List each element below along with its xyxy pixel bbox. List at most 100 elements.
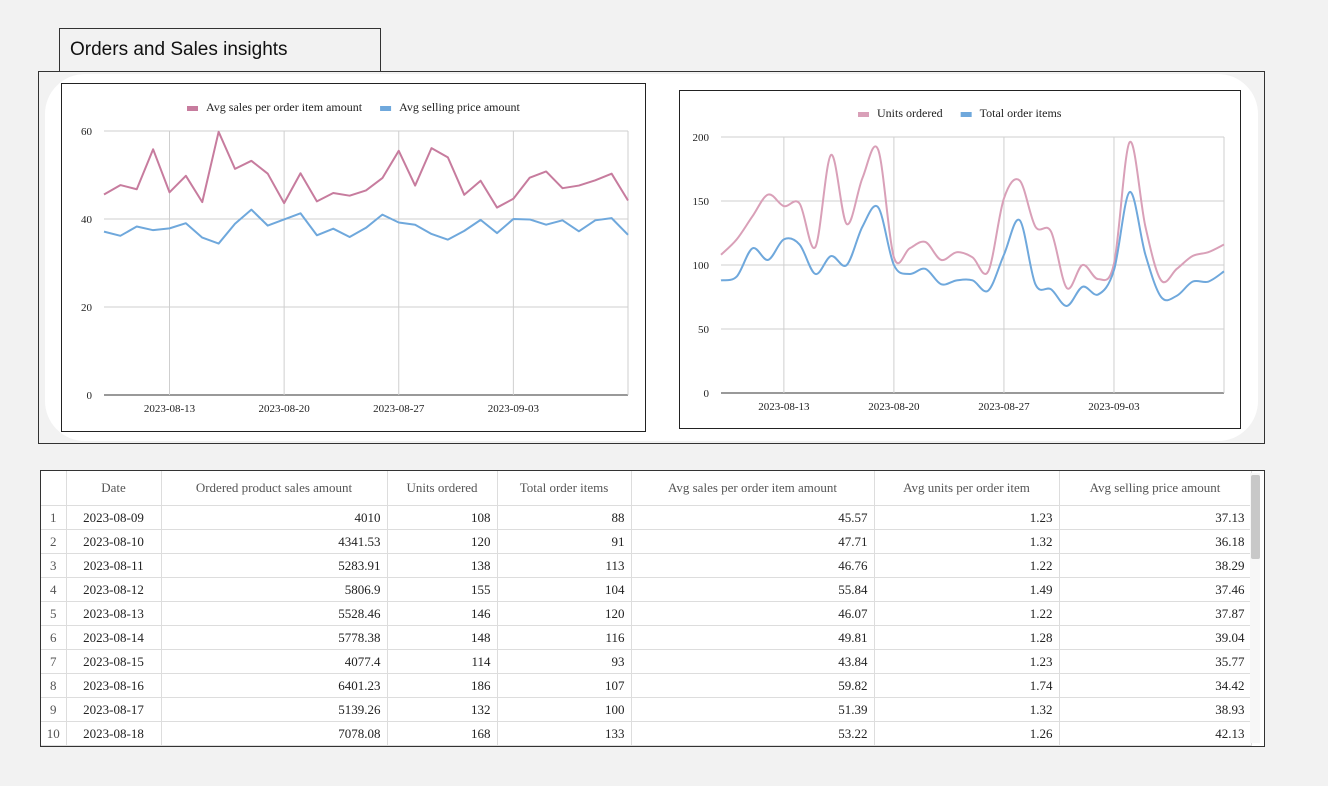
table-cell: 2023-08-09 — [66, 505, 162, 530]
legend-swatch — [858, 112, 869, 117]
table-cell: 1.32 — [874, 529, 1060, 554]
orders-data-table[interactable]: Date Ordered product sales amount Units … — [40, 470, 1265, 747]
table-cell: 116 — [497, 625, 632, 650]
table-header-row: Date Ordered product sales amount Units … — [41, 471, 1252, 506]
table-cell: 2023-08-10 — [66, 529, 162, 554]
y-tick-label: 20 — [81, 302, 93, 314]
y-tick-label: 60 — [81, 126, 93, 138]
table-cell: 6401.23 — [161, 673, 388, 698]
table-cell: 2023-08-15 — [66, 649, 162, 674]
row-index-cell: 3 — [41, 553, 67, 578]
table-row[interactable]: 9 2023-08-17 5139.26 132 100 51.39 1.32 38.93 — [41, 697, 1252, 722]
column-header[interactable]: Avg units per order item — [874, 471, 1060, 506]
table-cell: 53.22 — [631, 721, 875, 746]
table-row[interactable]: 5 2023-08-13 5528.46 146 120 46.07 1.22 37.87 — [41, 601, 1252, 626]
table-cell: 5139.26 — [161, 697, 388, 722]
row-index-cell: 1 — [41, 505, 67, 530]
table-row[interactable]: 6 2023-08-14 5778.38 148 116 49.81 1.28 39.04 — [41, 625, 1252, 650]
table-cell: 133 — [497, 721, 632, 746]
table-cell: 4077.4 — [161, 649, 388, 674]
table-cell: 113 — [497, 553, 632, 578]
y-tick-label: 40 — [81, 214, 93, 226]
table-cell: 7078.08 — [161, 721, 388, 746]
x-tick-label: 2023-09-03 — [488, 403, 540, 415]
table-cell: 104 — [497, 577, 632, 602]
row-index-cell: 5 — [41, 601, 67, 626]
table-scrollbar-track[interactable] — [1250, 473, 1260, 743]
table-cell: 132 — [387, 697, 498, 722]
table-cell: 45.57 — [631, 505, 875, 530]
x-tick-label: 2023-08-13 — [758, 401, 810, 413]
table-cell: 155 — [387, 577, 498, 602]
column-header[interactable]: Avg selling price amount — [1059, 471, 1252, 506]
table-cell: 5806.9 — [161, 577, 388, 602]
table-cell: 1.26 — [874, 721, 1060, 746]
table-row[interactable]: 10 2023-08-18 7078.08 168 133 53.22 1.26 42.13 — [41, 721, 1252, 746]
units-orders-line-chart[interactable]: 0 50 100 150 200 2023-08-13 2023-08-20 2023-08-… — [679, 90, 1241, 429]
dashboard-title-box: Orders and Sales insights — [59, 28, 381, 71]
column-header[interactable]: Avg sales per order item amount — [631, 471, 875, 506]
table-row[interactable]: 4 2023-08-12 5806.9 155 104 55.84 1.49 37.46 — [41, 577, 1252, 602]
table-cell: 2023-08-16 — [66, 673, 162, 698]
column-header[interactable]: Total order items — [497, 471, 632, 506]
table-cell: 148 — [387, 625, 498, 650]
table-cell: 43.84 — [631, 649, 875, 674]
table-cell: 1.74 — [874, 673, 1060, 698]
table-cell: 4341.53 — [161, 529, 388, 554]
table-scrollbar-thumb[interactable] — [1251, 475, 1260, 559]
column-header[interactable]: Ordered product sales amount — [161, 471, 388, 506]
table-row[interactable]: 1 2023-08-09 4010 108 88 45.57 1.23 37.13 — [41, 505, 1252, 530]
table-cell: 120 — [387, 529, 498, 554]
page-title: Orders and Sales insights — [70, 39, 288, 60]
table-row[interactable]: 2 2023-08-10 4341.53 120 91 47.71 1.32 36.18 — [41, 529, 1252, 554]
table-cell: 5283.91 — [161, 553, 388, 578]
column-header[interactable]: Date — [66, 471, 162, 506]
table-cell: 47.71 — [631, 529, 875, 554]
legend-swatch — [187, 106, 198, 111]
row-index-cell: 6 — [41, 625, 67, 650]
legend-label[interactable]: Avg selling price amount — [399, 100, 520, 114]
table-cell: 1.49 — [874, 577, 1060, 602]
table-cell: 2023-08-14 — [66, 625, 162, 650]
series-line[interactable] — [720, 191, 1225, 307]
series-line[interactable] — [103, 130, 629, 209]
legend-label[interactable]: Avg sales per order item amount — [206, 100, 363, 114]
table-cell: 55.84 — [631, 577, 875, 602]
row-index-cell: 2 — [41, 529, 67, 554]
table-row[interactable]: 3 2023-08-11 5283.91 138 113 46.76 1.22 38.29 — [41, 553, 1252, 578]
x-tick-label: 2023-08-13 — [144, 403, 196, 415]
series-line[interactable] — [103, 208, 629, 245]
table-cell: 120 — [497, 601, 632, 626]
table-cell: 5528.46 — [161, 601, 388, 626]
legend-label[interactable]: Units ordered — [877, 106, 943, 120]
row-index-cell: 10 — [41, 721, 67, 746]
table-cell: 2023-08-12 — [66, 577, 162, 602]
table-row[interactable]: 8 2023-08-16 6401.23 186 107 59.82 1.74 34.42 — [41, 673, 1252, 698]
table-cell: 36.18 — [1059, 529, 1252, 554]
table-cell: 138 — [387, 553, 498, 578]
table-cell: 5778.38 — [161, 625, 388, 650]
x-tick-label: 2023-08-27 — [373, 403, 425, 415]
table-cell: 1.23 — [874, 649, 1060, 674]
table-row[interactable]: 7 2023-08-15 4077.4 114 93 43.84 1.23 35.77 — [41, 649, 1252, 674]
row-index-cell: 4 — [41, 577, 67, 602]
table-cell: 1.23 — [874, 505, 1060, 530]
table-cell: 1.22 — [874, 553, 1060, 578]
sales-price-chart-svg: 0 20 40 60 2023-08-13 2023-08-20 2023-08-27 202… — [81, 100, 629, 415]
series-line[interactable] — [720, 141, 1225, 290]
y-tick-label: 150 — [693, 196, 710, 208]
table-cell: 2023-08-11 — [66, 553, 162, 578]
y-tick-label: 200 — [693, 132, 710, 144]
legend-label[interactable]: Total order items — [980, 106, 1062, 120]
sales-price-line-chart[interactable]: 0 20 40 60 2023-08-13 2023-08-20 2023-08-27 202… — [61, 83, 646, 432]
table-cell: 1.22 — [874, 601, 1060, 626]
table-cell: 2023-08-13 — [66, 601, 162, 626]
table-cell: 100 — [497, 697, 632, 722]
row-index-header — [41, 471, 67, 506]
y-tick-label: 50 — [698, 324, 710, 336]
table-cell: 108 — [387, 505, 498, 530]
table-cell: 1.28 — [874, 625, 1060, 650]
table-cell: 38.29 — [1059, 553, 1252, 578]
column-header[interactable]: Units ordered — [387, 471, 498, 506]
y-tick-label: 0 — [704, 388, 710, 400]
